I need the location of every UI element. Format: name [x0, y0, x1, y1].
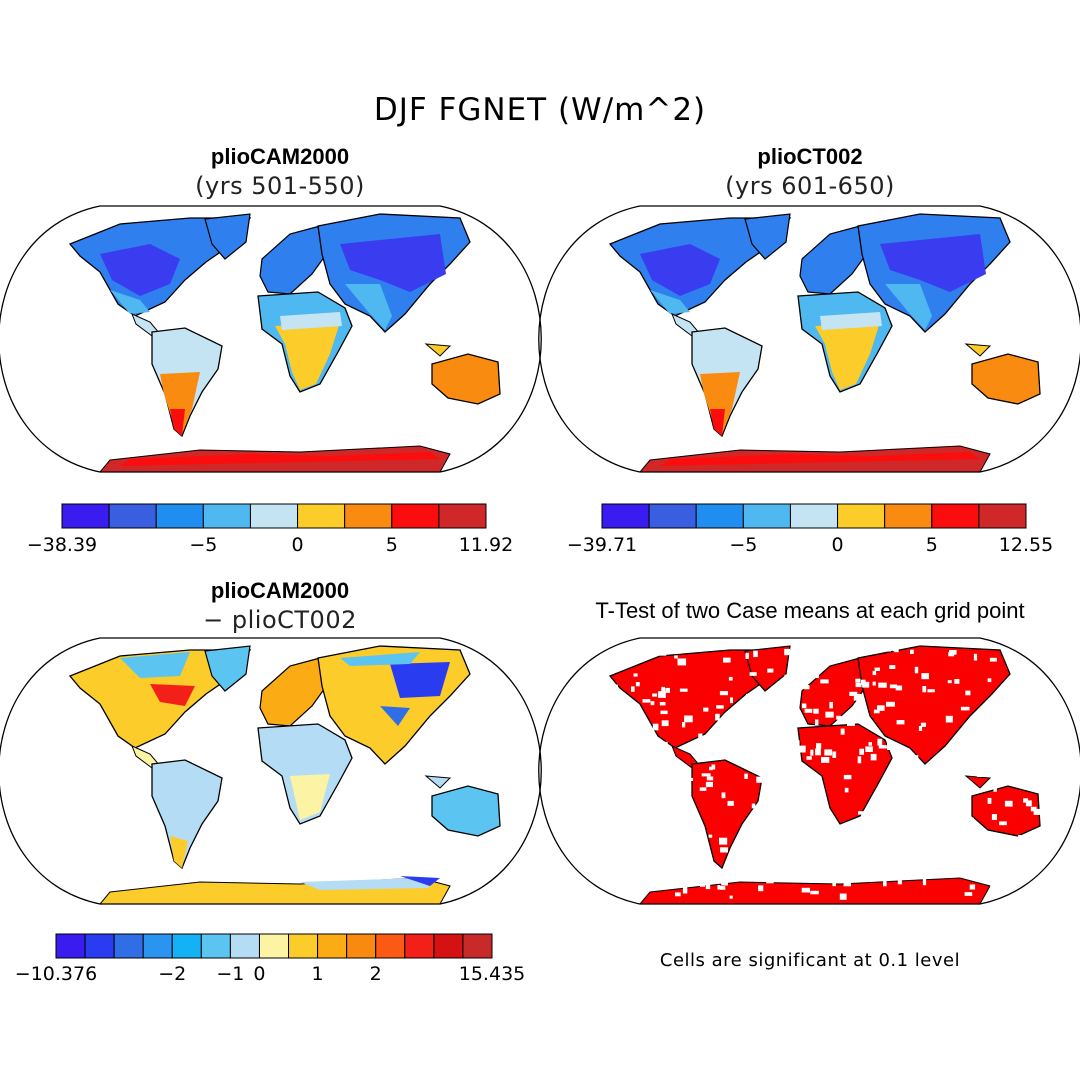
colorbar-2-tick-label: 12.55 [998, 534, 1054, 556]
panel-1-subtitle: (yrs 501-550) [195, 172, 365, 200]
colorbar-1-tick-label: 5 [385, 534, 398, 556]
colorbar-3-swatch [462, 933, 493, 959]
colorbar-2-tick-label: 0 [831, 534, 844, 556]
colorbar-3-tick-label: 1 [311, 963, 324, 985]
colorbar-1 [61, 503, 487, 529]
colorbar-1-swatch [108, 503, 157, 529]
colorbar-3 [55, 933, 493, 959]
colorbar-2-swatch [648, 503, 697, 529]
australia [431, 353, 501, 405]
colorbar-1-tick-label: −5 [189, 534, 218, 556]
colorbar-1-tick-label: 0 [291, 534, 304, 556]
main-title: DJF FGNET (W/m^2) [373, 92, 707, 128]
colorbar-3-swatch [113, 933, 144, 959]
colorbar-2-tick-label: 5 [925, 534, 938, 556]
colorbar-1-swatch [297, 503, 346, 529]
panel-3-subtitle: − plioCT002 [203, 606, 357, 634]
colorbar-3-swatch [404, 933, 435, 959]
colorbar-1-tick-label: −38.39 [26, 534, 98, 556]
colorbar-3-tick-label: 0 [253, 963, 266, 985]
colorbar-3-swatch [375, 933, 406, 959]
colorbar-3-tick-label: 15.435 [458, 963, 526, 985]
colorbar-3-tick-label: 2 [369, 963, 382, 985]
panel-1-title: plioCAM2000 [210, 144, 350, 169]
colorbar-3-swatch [288, 933, 319, 959]
colorbar-1-swatch [202, 503, 251, 529]
colorbar-3-swatch [200, 933, 231, 959]
colorbar-3-swatch [433, 933, 464, 959]
map-panel-3 [0, 637, 542, 905]
colorbar-3-swatch [258, 933, 290, 959]
colorbar-2-swatch [978, 503, 1027, 529]
colorbar-3-swatch [346, 933, 377, 959]
colorbar-3-swatch [142, 933, 173, 959]
europe [259, 225, 331, 295]
colorbar-1-swatch [155, 503, 204, 529]
colorbar-2-swatch [931, 503, 980, 529]
colorbar-2-swatch [837, 503, 886, 529]
colorbar-1-swatch [61, 503, 110, 529]
colorbar-2-swatch [695, 503, 744, 529]
colorbar-3-swatch [55, 933, 86, 959]
panel-3-title: plioCAM2000 [210, 578, 350, 603]
colorbar-3-tick-label: −2 [158, 963, 187, 985]
map-panel-2 [538, 205, 1080, 473]
colorbar-1-swatch [391, 503, 440, 529]
colorbar-1-swatch [344, 503, 393, 529]
colorbar-3-tick-label: −1 [216, 963, 245, 985]
map-panel-4 [538, 637, 1080, 905]
panel-2-subtitle: (yrs 601-650) [725, 172, 895, 200]
colorbar-2-tick-label: −39.71 [566, 534, 638, 556]
colorbar-3-swatch [84, 933, 115, 959]
colorbar-1-swatch [438, 503, 487, 529]
colorbar-1-ticks: −38.39 −5 0 5 11.92 [27, 534, 513, 558]
colorbar-2-ticks: −39.71 −5 0 5 12.55 [567, 534, 1053, 558]
colorbar-2-swatch [789, 503, 839, 529]
panel-4-title: T-Test of two Case means at each grid po… [595, 598, 1025, 623]
colorbar-3-swatch [171, 933, 202, 959]
colorbar-3-swatch [229, 933, 260, 959]
colorbar-2-swatch [742, 503, 791, 529]
colorbar-1-swatch [249, 503, 299, 529]
colorbar-3-tick-label: −10.376 [14, 963, 98, 985]
colorbar-3-swatch [317, 933, 348, 959]
colorbar-1-tick-label: 11.92 [458, 534, 514, 556]
map-panel-1 [0, 205, 542, 473]
colorbar-2-swatch [884, 503, 933, 529]
colorbar-3-ticks: −10.376 −2 −1 0 1 2 15.435 [15, 963, 525, 987]
greenland [204, 213, 251, 260]
colorbar-2-swatch [601, 503, 650, 529]
panel-2-title: plioCT002 [757, 144, 863, 169]
significance-note: Cells are significant at 0.1 level [659, 950, 961, 971]
colorbar-2 [601, 503, 1027, 529]
colorbar-2-tick-label: −5 [729, 534, 758, 556]
